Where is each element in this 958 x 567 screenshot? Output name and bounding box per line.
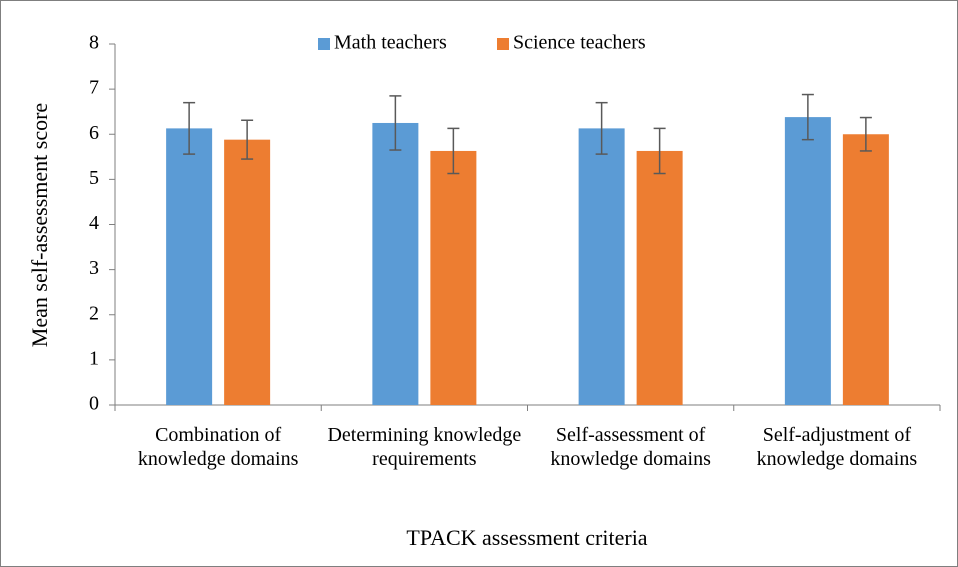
error-bar: [389, 95, 402, 151]
bar: [842, 134, 889, 405]
error-bar: [183, 101, 196, 155]
y-tick-label: 0: [89, 393, 99, 415]
x-tick-label: Combination of knowledge domains: [137, 424, 299, 470]
x-tick-label: Determining knowledge requirements: [327, 424, 522, 470]
bar: [784, 117, 831, 405]
y-tick-label: 4: [89, 212, 99, 234]
bar: [166, 128, 213, 406]
legend-swatch: [497, 38, 509, 50]
error-bar: [859, 116, 872, 152]
bar: [636, 150, 683, 405]
legend-label: Science teachers: [513, 32, 646, 54]
y-tick-label: 7: [89, 77, 99, 99]
y-tick-label: 1: [89, 347, 99, 369]
y-tick-label: 3: [89, 257, 99, 279]
error-bar: [801, 93, 814, 141]
legend-label: Math teachers: [334, 32, 447, 54]
bar: [578, 128, 625, 406]
y-tick-label: 8: [89, 32, 99, 54]
bar: [224, 139, 271, 406]
y-tick-label: 2: [89, 302, 99, 324]
x-axis-title: TPACK assessment criteria: [406, 525, 647, 550]
y-tick-label: 5: [89, 167, 99, 189]
y-tick-label: 6: [89, 122, 99, 144]
x-tick-label: Self-assessment of knowledge domains: [550, 424, 711, 470]
legend-swatch: [318, 38, 330, 50]
error-bar: [653, 127, 666, 175]
error-bar: [241, 119, 254, 160]
bar: [372, 122, 419, 405]
error-bar: [447, 127, 460, 175]
bar: [430, 150, 477, 405]
y-axis-title: Mean self-assessment score: [27, 103, 52, 347]
error-bar: [595, 101, 608, 155]
x-tick-label: Self-adjustment of knowledge domains: [756, 424, 918, 470]
